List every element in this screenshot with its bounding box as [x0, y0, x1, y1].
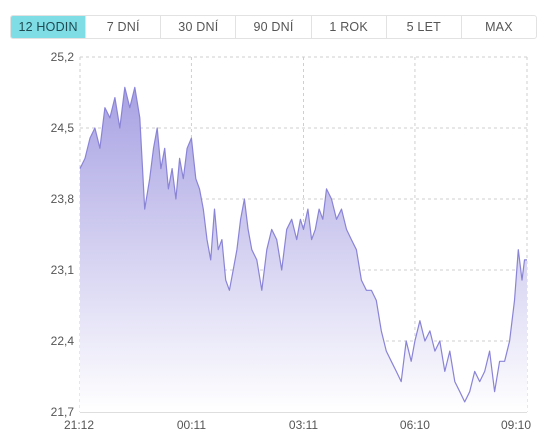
series-area-fill: [80, 87, 527, 413]
y-tick-label: 23,8: [51, 192, 75, 206]
y-axis-ticks: 25,2 24,5 23,8 23,1 22,4 21,7: [51, 50, 75, 419]
tab-12-hodin[interactable]: 12 HODIN: [11, 16, 86, 38]
series-line: [79, 86, 527, 403]
tab-7-dní[interactable]: 7 DNÍ: [85, 16, 160, 38]
y-tick-label: 21,7: [51, 405, 75, 419]
x-axis-ticks: 21:12 00:11 03:11 06:10 09:10: [64, 418, 531, 432]
y-tick-label: 23,1: [51, 263, 75, 277]
x-tick-label: 21:12: [64, 418, 94, 432]
chart-area: [79, 86, 527, 413]
tab-max[interactable]: MAX: [460, 16, 536, 38]
y-tick-label: 25,2: [51, 50, 75, 64]
y-tick-label: 22,4: [51, 334, 75, 348]
x-tick-label: 00:11: [177, 418, 206, 432]
time-range-tabs: 12 HODIN 7 DNÍ 30 DNÍ 90 DNÍ 1 ROK 5 LET MAX: [10, 15, 537, 39]
tab-90-dní[interactable]: 90 DNÍ: [235, 16, 310, 38]
tab-5-let[interactable]: 5 LET: [385, 16, 461, 38]
tab-30-dní[interactable]: 30 DNÍ: [160, 16, 235, 38]
x-tick-label: 06:10: [400, 418, 430, 432]
x-tick-label: 09:10: [501, 418, 531, 432]
x-tick-label: 03:11: [289, 418, 318, 432]
y-tick-label: 24,5: [51, 121, 75, 135]
tab-1-rok[interactable]: 1 ROK: [310, 16, 386, 38]
